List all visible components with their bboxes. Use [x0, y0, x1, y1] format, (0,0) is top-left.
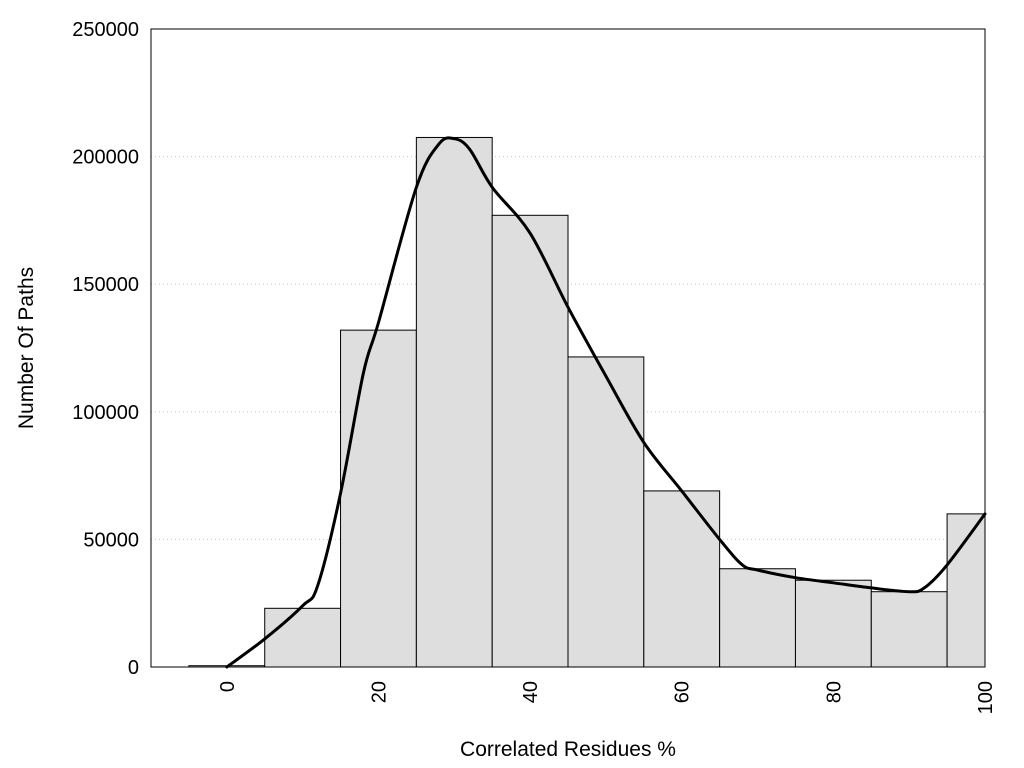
density-curve — [225, 136, 987, 669]
x-tick-label: 0 — [217, 681, 239, 692]
histogram-bar — [415, 136, 493, 668]
y-tick-label: 200000 — [72, 147, 139, 169]
histogram-bar — [794, 579, 872, 668]
histogram-bar — [719, 568, 796, 668]
y-tick-label: 100000 — [72, 402, 139, 424]
histogram-bar — [946, 513, 986, 668]
histogram-bars — [188, 136, 986, 668]
x-tick-label: 80 — [823, 681, 845, 703]
histogram-bar — [491, 214, 569, 668]
x-tick-label: 40 — [520, 681, 542, 703]
histogram-bar — [643, 490, 721, 668]
x-tick-label: 60 — [672, 681, 694, 703]
y-axis-ticks: 0 50000 100000 150000 200000 250000 — [72, 19, 139, 679]
y-tick-label: 250000 — [72, 19, 139, 41]
histogram-bar — [567, 356, 645, 668]
y-tick-label: 150000 — [72, 274, 139, 296]
histogram-bar — [264, 607, 342, 668]
x-axis-ticks: 0 20 40 60 80 100 — [217, 681, 997, 714]
x-tick-label: 100 — [975, 681, 997, 714]
histogram-bar — [340, 329, 417, 668]
x-tick-label: 20 — [368, 681, 390, 703]
y-axis-title: Number Of Paths — [15, 267, 38, 429]
x-axis-title: Correlated Residues % — [460, 738, 676, 761]
y-tick-label: 0 — [128, 657, 139, 679]
y-tick-label: 50000 — [83, 529, 139, 551]
plot-frame — [150, 28, 986, 668]
histogram-bar — [870, 591, 948, 668]
